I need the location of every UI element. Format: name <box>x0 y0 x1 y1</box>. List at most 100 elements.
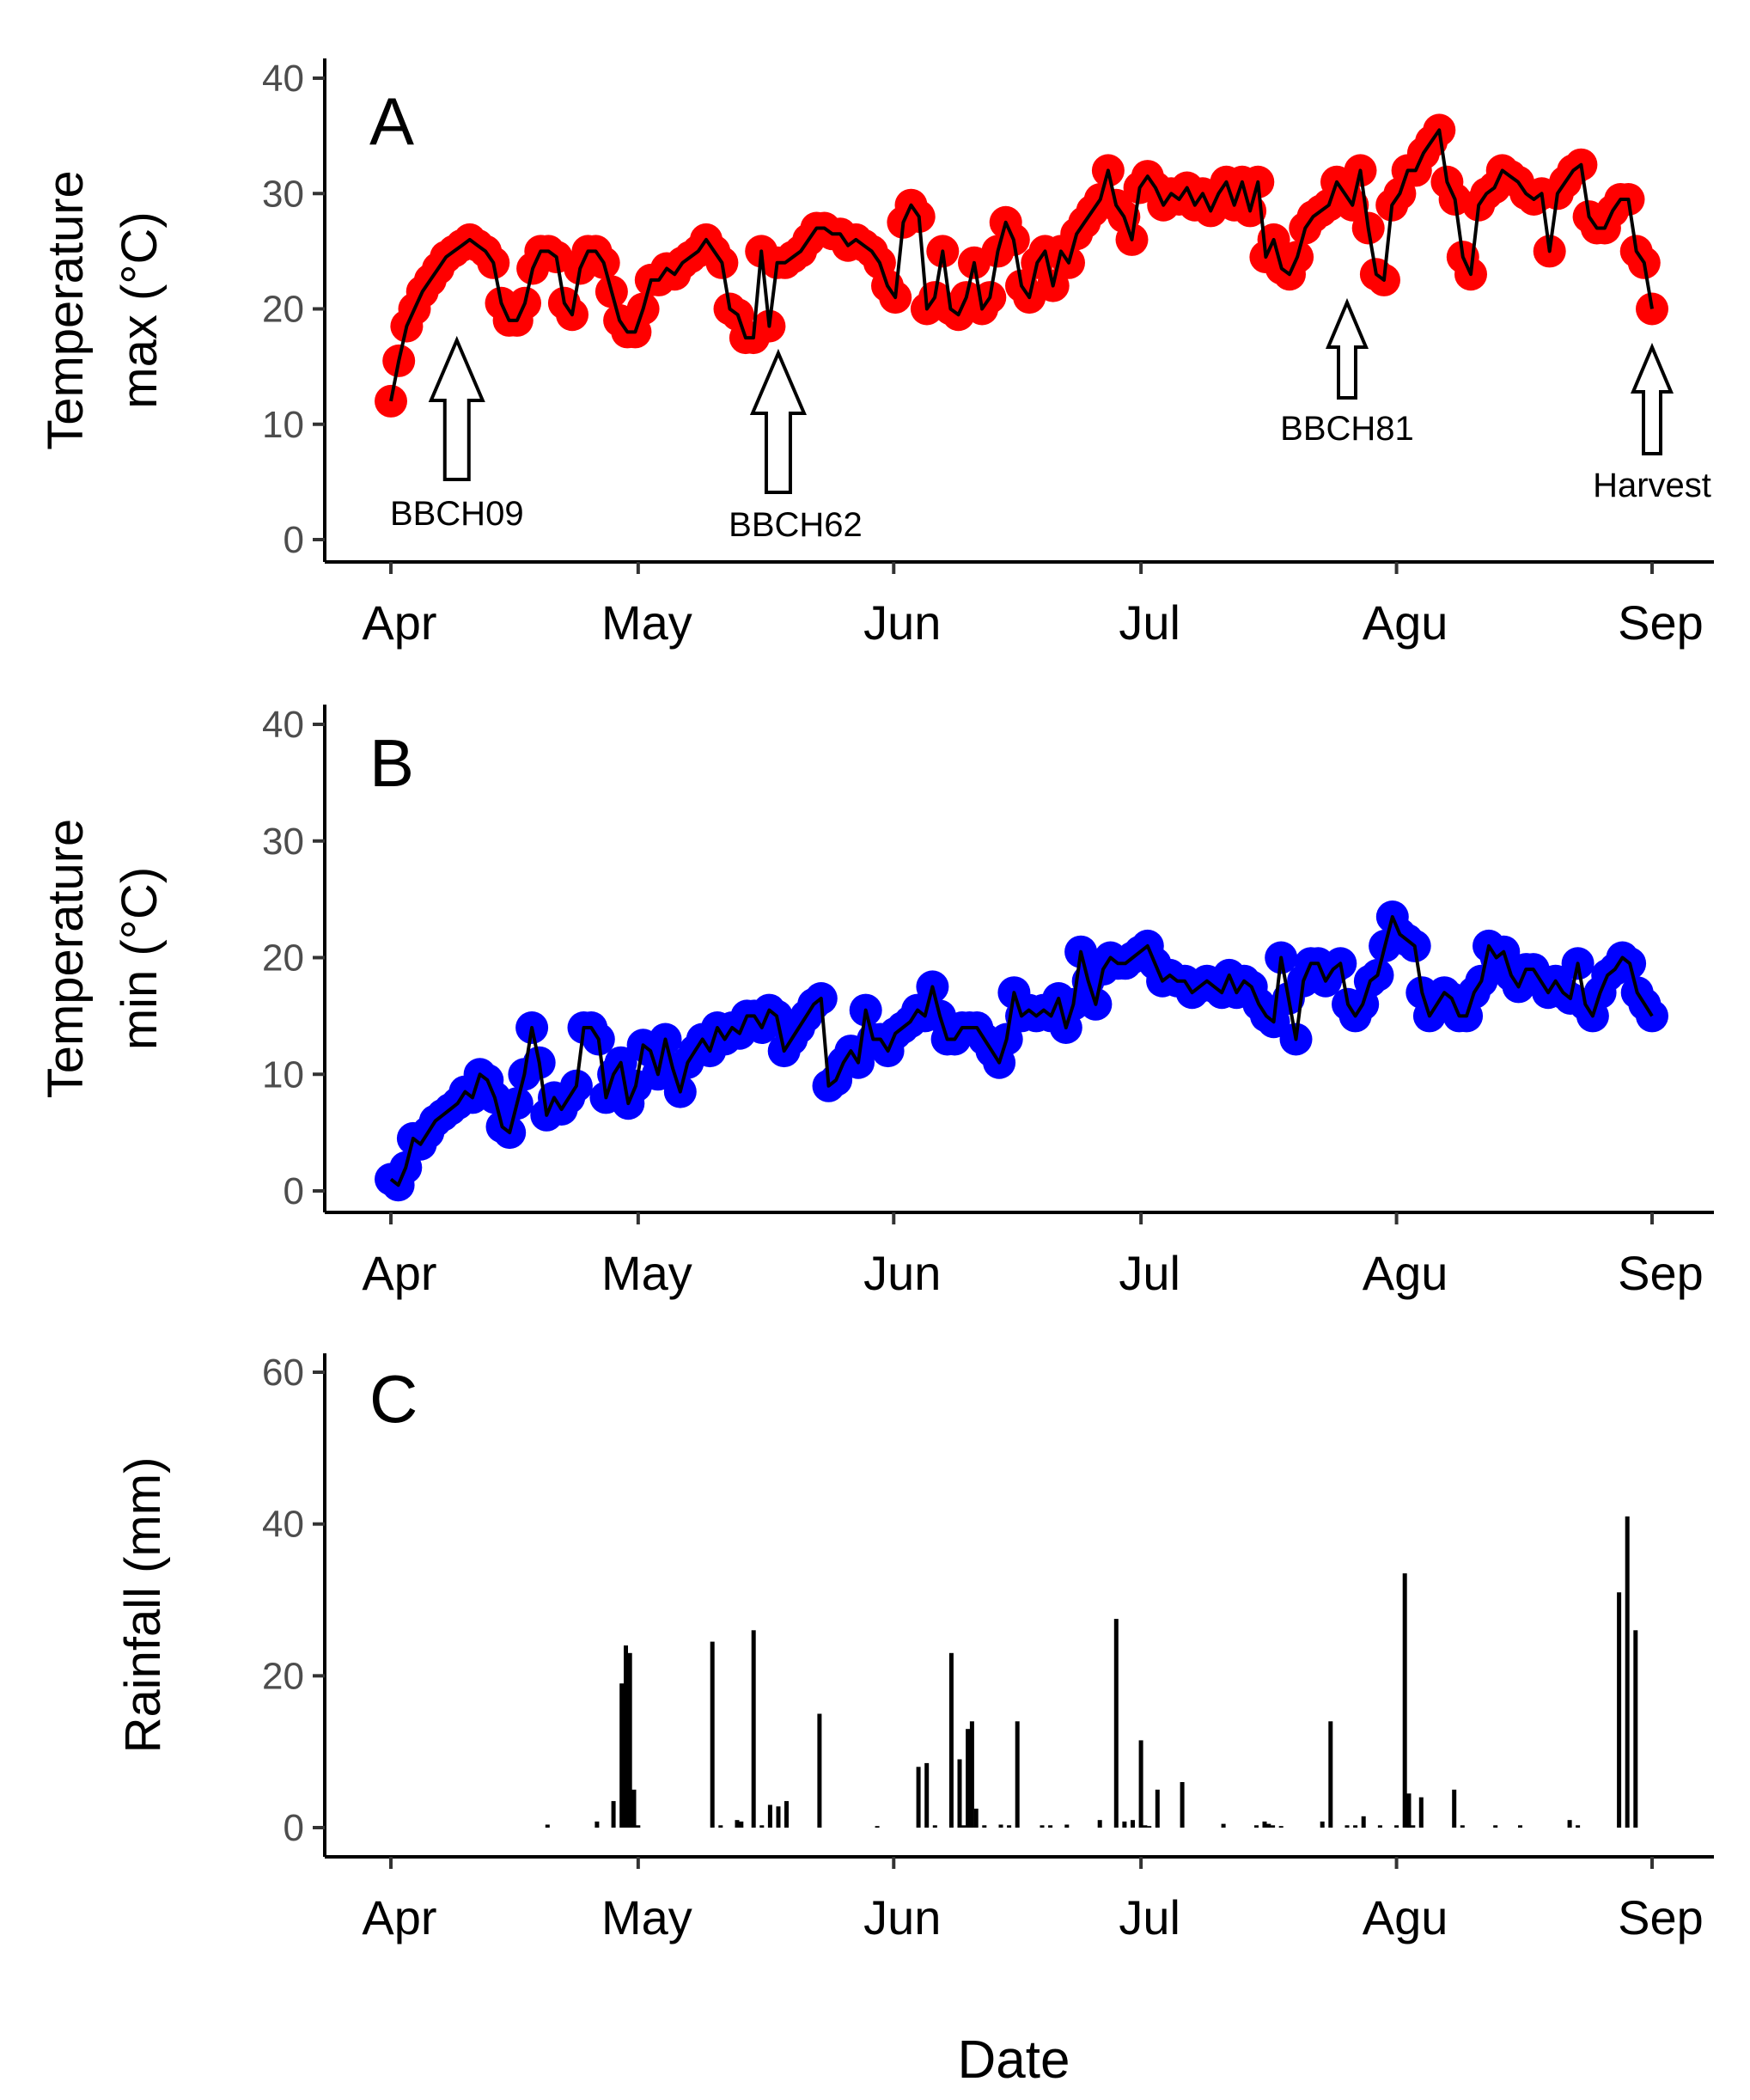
rain-bar <box>1567 1820 1572 1828</box>
rain-bar <box>875 1826 880 1828</box>
rain-bar <box>1406 1793 1412 1828</box>
panel-b-temperature-min: 0 10 20 30 40 Apr May Jun Jul Agu Sep Temperature mi… <box>38 704 1714 1300</box>
y-tick-label: 0 <box>284 519 304 561</box>
rain-bar <box>1113 1619 1119 1828</box>
x-tick-label: Jun <box>863 1890 941 1944</box>
rain-bar <box>1617 1592 1622 1828</box>
x-tick-label: Agu <box>1363 1890 1448 1944</box>
x-tick-label: Apr <box>362 1890 436 1944</box>
x-tick-label: Jul <box>1119 595 1180 650</box>
y-tick-label: 30 <box>262 821 304 863</box>
rain-bar <box>784 1801 789 1828</box>
y-tick-label: 0 <box>284 1807 304 1849</box>
x-tick-label: Apr <box>362 595 436 650</box>
marker-group <box>375 113 1668 418</box>
rain-bar <box>998 1824 1003 1828</box>
x-tick-label: Jun <box>863 1246 941 1300</box>
panel-c-rainfall: 0 20 40 60 Apr May Jun Jul Agu Sep Rainfall (mm) C <box>115 1352 1714 1944</box>
rain-bar <box>1361 1816 1366 1828</box>
panel-letter: A <box>369 83 414 159</box>
y-tick-label: 60 <box>262 1352 304 1394</box>
y-tick-label: 10 <box>262 1053 304 1096</box>
arrow-icon <box>1630 342 1674 455</box>
rain-bar <box>611 1801 616 1828</box>
rain-bar <box>759 1825 765 1828</box>
y-tick-label: 40 <box>262 58 304 100</box>
rain-bar <box>1040 1825 1045 1828</box>
y-tick-label: 0 <box>284 1170 304 1212</box>
x-tick-label: Agu <box>1363 595 1448 650</box>
x-tick-label: Jun <box>863 595 941 650</box>
stage-label: Harvest <box>1593 467 1711 504</box>
rain-bar <box>1411 1825 1416 1828</box>
rain-bar <box>916 1767 921 1828</box>
x-axis-title: Date <box>958 2030 1070 2090</box>
rain-bar <box>1353 1825 1358 1828</box>
rain-bar <box>735 1820 740 1828</box>
rain-bar <box>1320 1821 1325 1828</box>
y-axis-title: min (°C) <box>112 867 168 1050</box>
rain-bar <box>1048 1825 1053 1828</box>
rain-bar <box>1418 1797 1424 1828</box>
rain-bar <box>619 1683 625 1828</box>
panel-letter: B <box>369 725 414 801</box>
y-tick-label: 40 <box>262 704 304 746</box>
rain-bar <box>1377 1825 1382 1828</box>
x-tick-label: Jul <box>1119 1890 1180 1944</box>
panel-letter: C <box>369 1361 418 1437</box>
rain-bar <box>767 1804 772 1828</box>
x-tick-label: Jul <box>1119 1246 1180 1300</box>
rain-bar <box>627 1652 632 1828</box>
x-tick-label: Agu <box>1363 1246 1448 1300</box>
rain-bar <box>961 1825 966 1828</box>
label-backing <box>687 498 906 552</box>
series-line <box>389 128 1654 402</box>
rain-bar <box>751 1630 756 1828</box>
rain-bar <box>1138 1740 1143 1828</box>
rain-bar <box>1266 1823 1271 1828</box>
stage-label: BBCH62 <box>729 506 863 544</box>
rain-bar <box>545 1824 550 1828</box>
rain-bar <box>1143 1825 1148 1828</box>
rain-bar <box>1147 1826 1152 1828</box>
y-tick-label: 20 <box>262 1655 304 1697</box>
rain-bar <box>1345 1825 1350 1828</box>
rain-bar <box>1122 1821 1127 1828</box>
x-tick-label: May <box>601 1890 692 1944</box>
rain-bar <box>1064 1824 1070 1828</box>
rain-bar <box>1633 1630 1638 1828</box>
rain-bar <box>1271 1825 1276 1828</box>
rain-bar <box>1007 1825 1012 1828</box>
rain-bar <box>1262 1821 1267 1828</box>
series-line <box>389 915 1654 1187</box>
y-axis-title: Rainfall (mm) <box>115 1457 171 1754</box>
rain-bar <box>969 1721 974 1828</box>
rain-bar <box>1493 1825 1498 1828</box>
panel-a-temperature-max: 0 10 20 30 40 Apr May Jun Jul Agu Sep Temperature ma… <box>38 58 1714 650</box>
stage-label: BBCH81 <box>1280 410 1414 448</box>
rain-bar <box>631 1789 637 1828</box>
rain-bar <box>948 1652 954 1828</box>
rain-bar <box>1097 1820 1102 1828</box>
rain-bar <box>932 1825 937 1828</box>
stage-label: BBCH09 <box>390 495 524 533</box>
rain-bar <box>982 1825 987 1828</box>
rain-bar <box>1452 1789 1457 1828</box>
rain-bar <box>1131 1820 1135 1828</box>
y-axis-title: max (°C) <box>112 211 168 408</box>
y-tick-label: 20 <box>262 289 304 331</box>
x-tick-label: Sep <box>1618 595 1704 650</box>
y-tick-label: 20 <box>262 937 304 980</box>
rain-bar <box>1254 1825 1259 1828</box>
bar-group <box>545 1516 1638 1828</box>
rain-bar <box>1625 1516 1630 1828</box>
rain-bar <box>1015 1721 1020 1828</box>
x-tick-label: May <box>601 595 692 650</box>
rain-bar <box>1518 1825 1522 1828</box>
rain-bar <box>1221 1823 1226 1828</box>
y-tick-label: 30 <box>262 173 304 215</box>
rain-bar <box>776 1806 781 1828</box>
y-axis-title: Temperature <box>38 819 94 1099</box>
x-tick-label: Apr <box>362 1246 436 1300</box>
rain-bar <box>1460 1825 1465 1828</box>
